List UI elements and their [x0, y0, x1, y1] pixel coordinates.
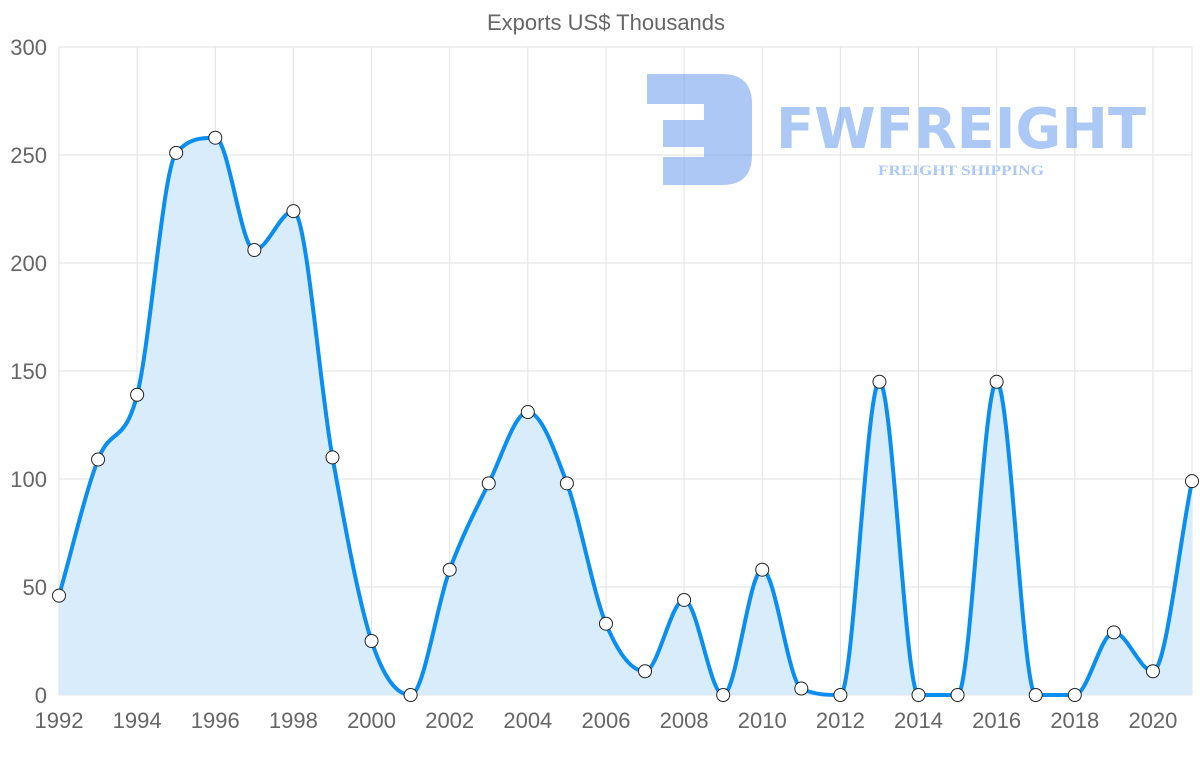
svg-text:FWFREIGHT: FWFREIGHT [776, 97, 1146, 162]
data-point [481, 476, 496, 491]
data-point [1028, 688, 1043, 702]
svg-text:FREIGHT SHIPPING: FREIGHT SHIPPING [878, 163, 1044, 179]
data-point [1185, 474, 1199, 489]
y-tick-label: 150 [10, 359, 47, 384]
y-tick-label: 200 [10, 251, 47, 276]
x-tick-label: 2020 [1128, 708, 1177, 733]
data-point [716, 688, 731, 702]
data-point [950, 688, 965, 702]
data-point [833, 688, 848, 702]
x-tick-label: 2018 [1050, 708, 1099, 733]
data-point [1106, 625, 1121, 640]
x-tick-label: 2016 [972, 708, 1021, 733]
x-tick-label: 2002 [425, 708, 474, 733]
data-point [1145, 664, 1160, 679]
data-point [247, 243, 262, 258]
y-tick-label: 300 [10, 35, 47, 60]
data-point [169, 145, 184, 160]
data-point [520, 405, 535, 420]
y-tick-label: 50 [23, 575, 47, 600]
series-area-fill [59, 137, 1192, 696]
data-point [286, 204, 301, 219]
y-tick-label: 100 [10, 467, 47, 492]
x-tick-label: 2004 [503, 708, 552, 733]
data-point [911, 688, 926, 702]
chart-title: Exports US$ Thousands [487, 10, 725, 35]
fwfreight-watermark-logo: FWFREIGHT FREIGHT SHIPPING [647, 74, 1146, 185]
data-point [130, 387, 145, 402]
data-point [598, 616, 613, 631]
data-point [403, 688, 418, 702]
data-point [91, 452, 106, 467]
data-point [872, 374, 887, 389]
y-axis-ticks: 0 50 100 150 200 250 300 [10, 35, 47, 708]
x-tick-label: 1992 [35, 708, 84, 733]
data-point [559, 476, 574, 491]
x-tick-label: 2006 [581, 708, 630, 733]
data-point [208, 130, 223, 145]
data-point [677, 592, 692, 607]
data-point [442, 562, 457, 577]
data-point [794, 681, 809, 696]
x-tick-label: 1996 [191, 708, 240, 733]
x-tick-label: 2012 [816, 708, 865, 733]
data-point [364, 634, 379, 648]
x-tick-label: 2014 [894, 708, 943, 733]
x-tick-label: 2010 [738, 708, 787, 733]
data-point [989, 374, 1004, 389]
x-tick-label: 1998 [269, 708, 318, 733]
data-point [325, 450, 340, 465]
data-point [52, 588, 66, 603]
x-tick-label: 1994 [113, 708, 162, 733]
data-point [1067, 688, 1082, 702]
data-point [755, 562, 770, 577]
y-tick-label: 0 [35, 683, 47, 708]
x-tick-label: 2000 [347, 708, 396, 733]
x-tick-label: 2008 [660, 708, 709, 733]
data-points [52, 130, 1199, 702]
data-point [638, 664, 653, 679]
y-tick-label: 250 [10, 143, 47, 168]
x-axis-ticks: 1992 1994 1996 1998 2000 2002 2004 2006 2008 2010… [35, 708, 1178, 733]
